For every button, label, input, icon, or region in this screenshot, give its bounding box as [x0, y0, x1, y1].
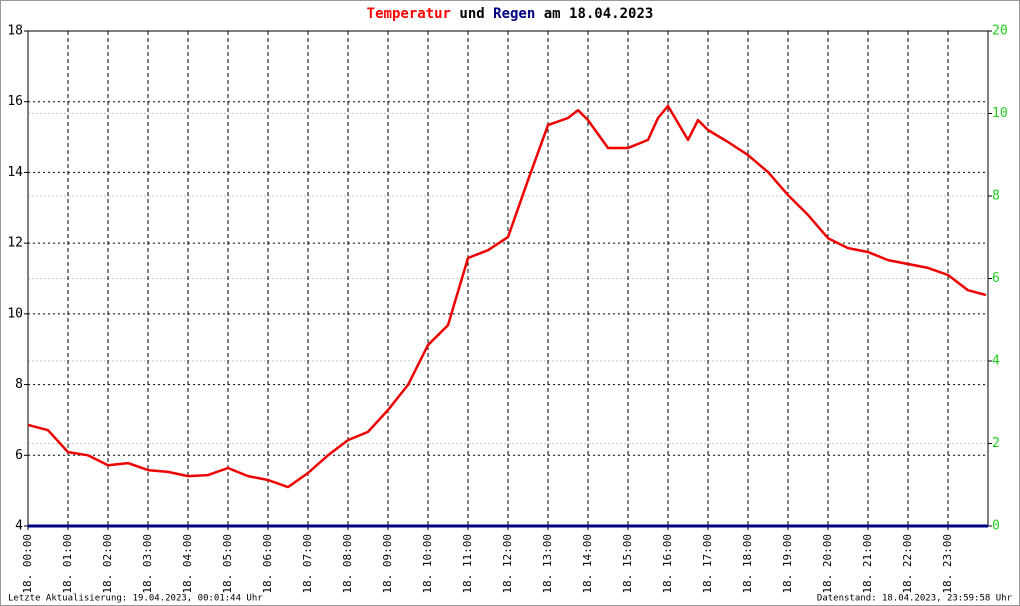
x-tick-label: 18. 22:00	[901, 534, 914, 594]
x-tick-label: 18. 19:00	[781, 534, 794, 594]
y2-tick-label: 8	[992, 189, 1000, 204]
title-part: Regen	[493, 6, 535, 22]
y2-tick-label: 20	[992, 24, 1008, 39]
footer-left: Letzte Aktualisierung: 19.04.2023, 00:01…	[8, 594, 263, 604]
footer-right: Datenstand: 18.04.2023, 23:59:58 Uhr	[817, 594, 1013, 604]
y2-tick-label: 10	[992, 106, 1008, 121]
x-tick-label: 18. 08:00	[341, 534, 354, 594]
x-tick-label: 18. 23:00	[941, 534, 954, 594]
x-tick-label: 18. 10:00	[421, 534, 434, 594]
y-tick-label: 6	[15, 448, 23, 463]
x-tick-label: 18. 06:00	[261, 534, 274, 594]
x-tick-label: 18. 03:00	[141, 534, 154, 594]
y2-tick-label: 4	[992, 354, 1000, 369]
chart-title: Temperatur und Regen am 18.04.2023	[367, 6, 654, 22]
title-part: Temperatur	[367, 6, 451, 22]
series-line	[27, 104, 987, 489]
x-tick-label: 18. 14:00	[581, 534, 594, 594]
x-tick-label: 18. 05:00	[221, 534, 234, 594]
y-tick-label: 8	[15, 377, 23, 392]
x-tick-label: 18. 02:00	[101, 534, 114, 594]
x-tick-label: 18. 20:00	[821, 534, 834, 594]
y-tick-label: 10	[7, 306, 23, 321]
y2-tick-label: 2	[992, 436, 1000, 451]
x-tick-label: 18. 04:00	[181, 534, 194, 594]
x-tick-label: 18. 12:00	[501, 534, 514, 594]
x-tick-label: 18. 01:00	[61, 534, 74, 594]
x-tick-label: 18. 15:00	[621, 534, 634, 594]
x-tick-label: 18. 21:00	[861, 534, 874, 594]
title-part: am 18.04.2023	[544, 6, 654, 22]
x-tick-label: 18. 07:00	[301, 534, 314, 594]
y-tick-label: 14	[7, 165, 23, 180]
title-part: und	[459, 6, 484, 22]
x-tick-label: 18. 17:00	[701, 534, 714, 594]
x-tick-label: 18. 00:00	[21, 534, 34, 594]
y-tick-label: 16	[7, 94, 23, 109]
x-tick-label: 18. 16:00	[661, 534, 674, 594]
x-tick-label: 18. 09:00	[381, 534, 394, 594]
x-tick-label: 18. 18:00	[741, 534, 754, 594]
y-tick-label: 12	[7, 236, 23, 251]
x-tick-label: 18. 13:00	[541, 534, 554, 594]
y2-tick-label: 0	[992, 519, 1000, 534]
y-tick-label: 4	[15, 519, 23, 534]
x-tick-label: 18. 11:00	[461, 534, 474, 594]
y-tick-label: 18	[7, 24, 23, 39]
y2-tick-label: 6	[992, 271, 1000, 286]
